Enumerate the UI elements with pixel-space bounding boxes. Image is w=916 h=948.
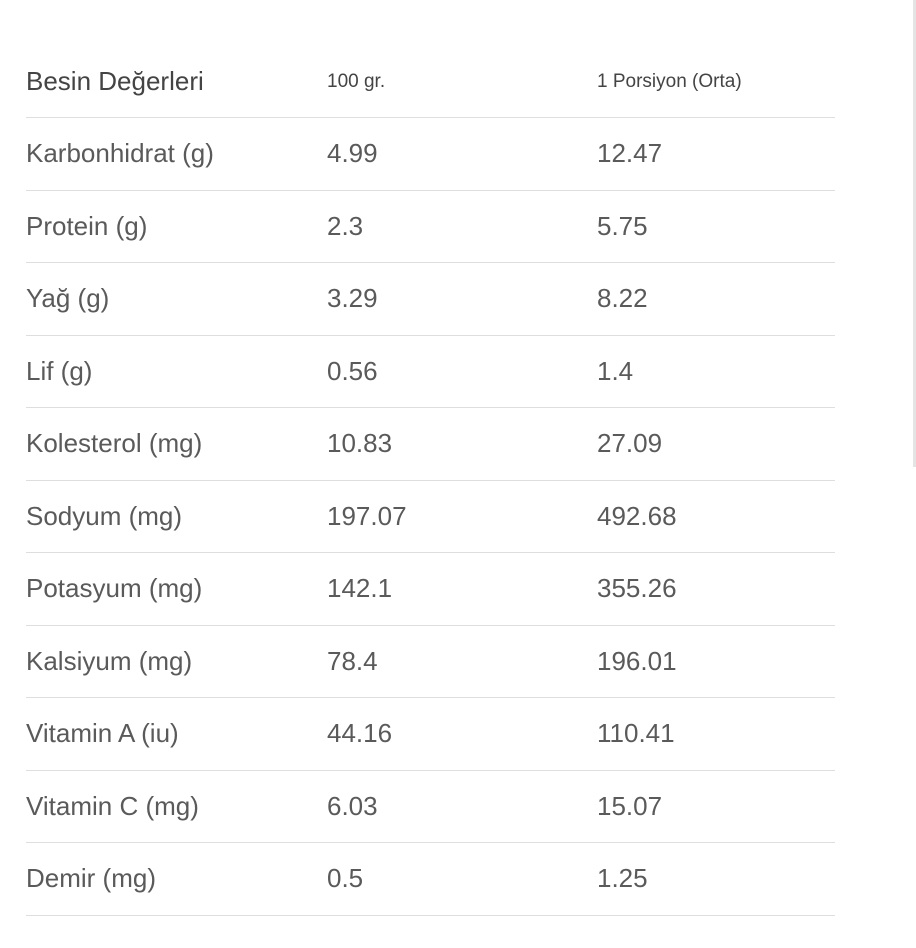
value-portion: 355.26 — [597, 573, 677, 604]
value-100g: 6.03 — [327, 790, 378, 821]
header-per-100g: 100 gr. — [327, 70, 386, 92]
nutrient-name: Kolesterol (mg) — [26, 428, 203, 459]
table-row: Karbonhidrat (g) 4.99 12.47 — [26, 118, 835, 191]
value-portion: 110.41 — [597, 718, 675, 749]
scrollbar-edge[interactable] — [913, 0, 916, 467]
table-row: Vitamin A (iu) 44.16 110.41 — [26, 698, 835, 771]
value-portion: 27.09 — [597, 428, 663, 459]
table-row: Sodyum (mg) 197.07 492.68 — [26, 481, 835, 553]
nutrient-name: Yağ (g) — [26, 283, 110, 314]
value-100g: 0.56 — [327, 355, 378, 386]
value-portion: 492.68 — [597, 500, 677, 531]
value-portion: 5.75 — [597, 210, 648, 241]
table-row: Vitamin C (mg) 6.03 15.07 — [26, 771, 835, 843]
header-per-portion: 1 Porsiyon (Orta) — [597, 70, 742, 92]
nutrient-name: Vitamin C (mg) — [26, 790, 199, 821]
table-row: Potasyum (mg) 142.1 355.26 — [26, 553, 835, 626]
table-header-row: Besin Değerleri 100 gr. 1 Porsiyon (Orta… — [26, 46, 835, 118]
value-portion: 1.25 — [597, 863, 648, 894]
table-row: Kalsiyum (mg) 78.4 196.01 — [26, 626, 835, 698]
nutrient-name: Kalsiyum (mg) — [26, 645, 193, 676]
nutrient-name: Lif (g) — [26, 355, 93, 386]
nutrient-name: Vitamin A (iu) — [26, 718, 179, 749]
table-row: Lif (g) 0.56 1.4 — [26, 336, 835, 408]
value-100g: 3.29 — [327, 283, 378, 314]
value-100g: 44.16 — [327, 718, 393, 749]
nutrient-name: Karbonhidrat (g) — [26, 138, 214, 169]
value-portion: 15.07 — [597, 790, 663, 821]
table-row: Kolesterol (mg) 10.83 27.09 — [26, 408, 835, 481]
value-100g: 0.5 — [327, 863, 364, 894]
value-100g: 78.4 — [327, 645, 378, 676]
value-100g: 2.3 — [327, 210, 364, 241]
table-row: Yağ (g) 3.29 8.22 — [26, 263, 835, 336]
nutrient-name: Potasyum (mg) — [26, 573, 203, 604]
header-nutrient: Besin Değerleri — [26, 66, 204, 96]
nutrient-name: Demir (mg) — [26, 863, 156, 894]
nutrition-table: Besin Değerleri 100 gr. 1 Porsiyon (Orta… — [26, 46, 835, 916]
table-row: Demir (mg) 0.5 1.25 — [26, 843, 835, 916]
value-portion: 8.22 — [597, 283, 648, 314]
value-portion: 12.47 — [597, 138, 663, 169]
value-100g: 4.99 — [327, 138, 378, 169]
value-portion: 196.01 — [597, 645, 677, 676]
nutrient-name: Protein (g) — [26, 210, 148, 241]
value-100g: 10.83 — [327, 428, 393, 459]
value-100g: 197.07 — [327, 500, 407, 531]
value-portion: 1.4 — [597, 355, 634, 386]
nutrient-name: Sodyum (mg) — [26, 500, 183, 531]
value-100g: 142.1 — [327, 573, 393, 604]
table-row: Protein (g) 2.3 5.75 — [26, 191, 835, 263]
